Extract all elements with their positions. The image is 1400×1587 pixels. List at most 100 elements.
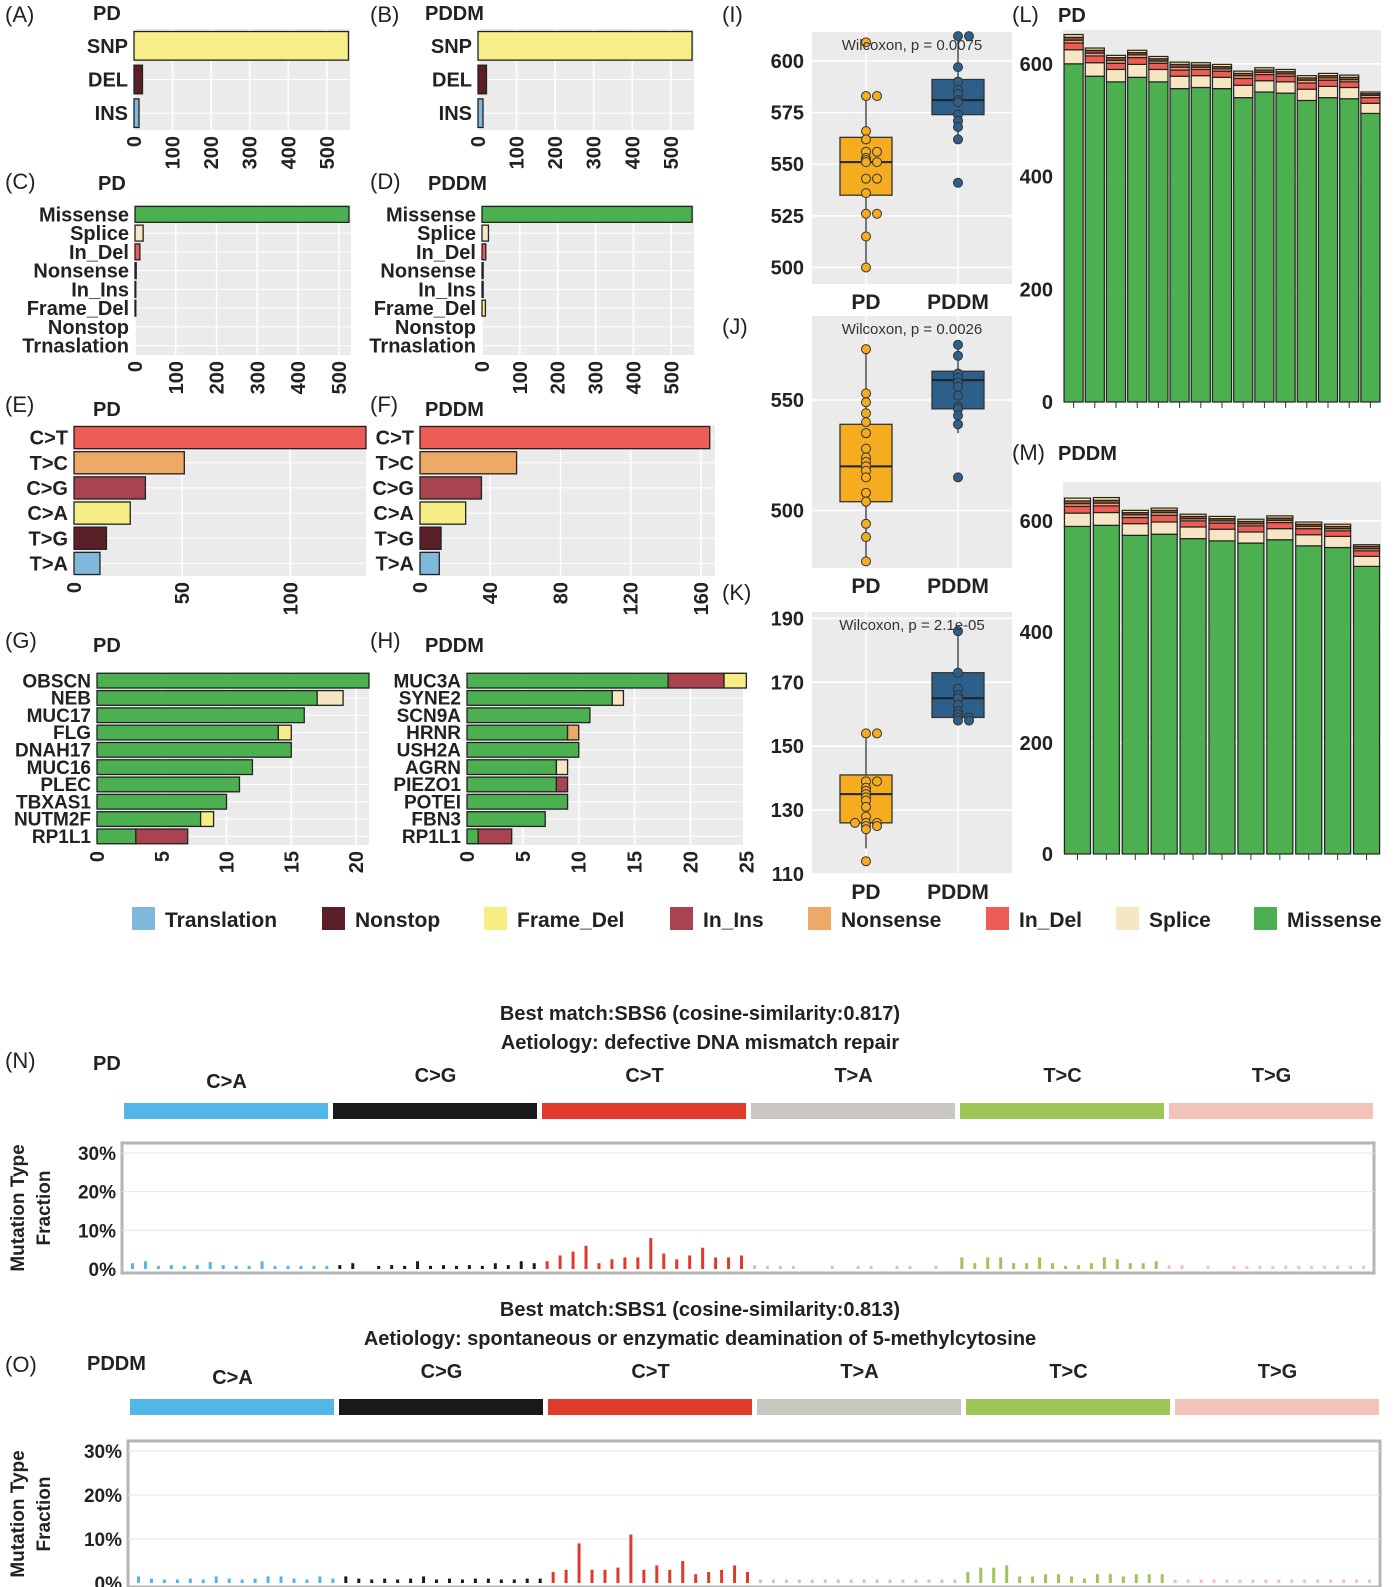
data-point [861,472,871,483]
category-label: In_Del [416,242,476,264]
signature-bar [1284,1265,1288,1269]
stack-segment [1339,81,1360,89]
signature-bar [1012,1263,1016,1269]
legend-swatch [322,907,345,930]
signature-bar [1245,1265,1249,1269]
signature-bar [512,1579,516,1583]
plot-background [74,425,366,576]
stack-segment [1254,91,1275,403]
tick-label: 0 [64,582,86,593]
bar-segment [466,811,546,828]
tick-label: 575 [771,103,804,125]
category-label: DNAH17 [15,741,91,762]
tick-label: 300 [584,136,606,169]
signature-bar [668,1569,672,1583]
tick-label: 10% [78,1221,116,1242]
signature-bar [727,1257,731,1269]
bar [481,243,487,261]
signature-bar [247,1265,251,1269]
data-point [953,472,963,483]
signature-bar [752,1265,756,1269]
data-point [861,532,871,543]
stack-segment [1208,528,1236,542]
signature-bar [506,1265,510,1269]
stack-segment [1121,516,1149,525]
signature-bar [460,1579,464,1583]
bar-segment [466,689,613,706]
group-label: T>G [1252,1065,1291,1087]
stack-segment [1190,86,1211,403]
category-label: FBN3 [411,810,461,831]
bar-segment [723,672,748,689]
signature-bar [519,1261,523,1269]
data-point [861,518,871,529]
stack-segment [1169,69,1190,77]
signature-bar [908,1265,912,1269]
signature-bar [999,1257,1003,1269]
stack-segment [1190,68,1211,77]
signature-bar [338,1265,342,1269]
data-point [861,344,871,355]
stack-segment [1092,524,1120,855]
data-point [872,146,882,157]
stack-segment [1295,521,1323,525]
tick-label: 190 [771,608,804,630]
signature-bar [1121,1576,1125,1583]
signature-bar [1005,1565,1009,1583]
bar-segment [466,759,558,776]
category-label: T>A [376,553,414,575]
bar [133,64,144,95]
category-label: T>G [29,528,68,550]
group-label: T>C [1049,1361,1087,1383]
data-point [964,31,974,42]
stack-segment [1317,97,1339,403]
tick-label: 400 [278,136,300,169]
signature-bar [746,1572,750,1583]
category-label: PD [851,291,880,314]
bar [133,98,140,129]
legend-label: Splice [1149,909,1211,932]
data-point [861,556,871,567]
stack-segment [1179,526,1207,540]
bar [481,224,490,242]
signature-bar [1180,1265,1184,1269]
signature-bar [610,1259,614,1269]
signature-bar [1115,1259,1119,1269]
tick-label: 100 [280,582,302,615]
signature-bar [493,1263,497,1269]
signature-header: Best match:SBS1 (cosine-similarity:0.813… [500,1299,900,1321]
signature-bar [784,1579,788,1583]
bar [134,280,137,298]
signature-bar [778,1265,782,1269]
bar-segment [566,724,580,741]
category-label: DEL [88,70,128,92]
stat-annotation: Wilcoxon, p = 0.0026 [842,321,983,338]
stack-segment [1237,531,1265,544]
signature-bar [888,1579,892,1583]
bar [73,526,108,550]
legend-swatch [484,907,507,930]
signature-bar [979,1567,983,1583]
tick-label: 0 [125,361,147,372]
bar-segment [96,811,202,828]
data-point [953,626,963,637]
stack-segment [1295,528,1323,536]
signature-bar [1225,1579,1229,1583]
stack-segment [1295,534,1323,547]
tick-label: 20 [680,851,702,873]
signature-bar [377,1265,381,1269]
data-point [861,188,871,199]
stack-segment [1148,62,1169,71]
panel-label: (D) [370,169,401,194]
signature-bar [1108,1574,1112,1583]
bar-segment [199,811,215,828]
stack-segment [1296,75,1317,79]
data-point [953,122,963,133]
signature-bar [299,1265,303,1269]
signature-bar [344,1576,348,1583]
signature-header: Best match:SBS6 (cosine-similarity:0.817… [500,1003,900,1025]
signature-bar [545,1261,549,1269]
category-label: In_Ins [71,279,129,301]
signature-bar [707,1572,711,1583]
data-point [861,428,871,439]
